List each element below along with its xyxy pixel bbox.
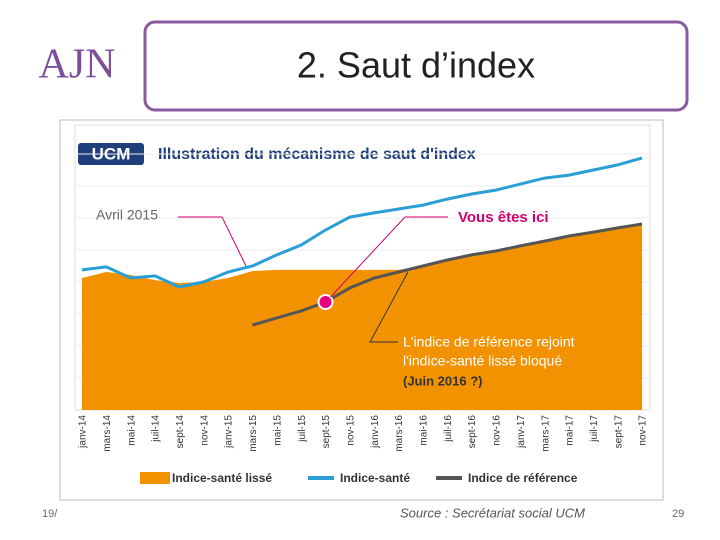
x-tick-label: janv-16	[370, 415, 381, 449]
current-marker	[317, 294, 334, 310]
x-tick-label: juil-17	[589, 415, 600, 443]
x-tick-label: juil-16	[443, 415, 454, 443]
x-tick-label: mars-15	[248, 415, 259, 452]
chart-title: Illustration du mécanisme de saut d'inde…	[158, 146, 476, 163]
x-tick-label: mai-16	[419, 415, 430, 446]
annotation: Avril 2015	[96, 207, 158, 223]
x-tick-label: mai-17	[565, 415, 576, 446]
page-number: 29	[672, 508, 684, 520]
legend-label: Indice-santé lissé	[172, 471, 272, 485]
x-tick-label: janv-14	[78, 415, 89, 449]
x-tick-label: nov-16	[492, 415, 503, 446]
leader	[369, 271, 409, 343]
x-tick-label: mars-16	[394, 415, 405, 452]
x-tick-label: janv-17	[516, 415, 527, 449]
x-tick-label: sept-15	[321, 415, 332, 449]
x-tick-label: nov-15	[345, 415, 356, 446]
x-tick-label: juil-15	[297, 415, 308, 443]
x-tick-label: sept-16	[467, 415, 478, 449]
x-tick-label: mars-14	[102, 415, 113, 452]
legend-label: Indice de référence	[468, 471, 578, 485]
legend-swatch	[140, 472, 170, 484]
x-tick-label: mai-15	[272, 415, 283, 446]
logo: AJN	[38, 42, 115, 88]
x-tick-label: mars-17	[540, 415, 551, 452]
x-tick-label: sept-17	[613, 415, 624, 449]
x-tick-label: nov-17	[638, 415, 649, 446]
annotation: (Juin 2016 ?)	[403, 373, 482, 388]
leader	[178, 216, 247, 267]
annotation: l'indice-santé lissé bloqué	[403, 353, 562, 369]
leader	[330, 216, 448, 298]
line	[81, 156, 643, 289]
line	[252, 222, 643, 327]
source: Source : Secrétariat social UCM	[400, 505, 585, 520]
annotation: Vous êtes ici	[458, 209, 549, 226]
x-tick-label: mai-14	[126, 415, 137, 446]
slide-title: 2. Saut d’index	[297, 45, 535, 86]
x-tick-label: juil-14	[151, 415, 162, 443]
title-box	[143, 20, 689, 112]
footer: 19/	[42, 508, 58, 520]
x-tick-label: janv-15	[224, 415, 235, 449]
x-tick-label: nov-14	[199, 415, 210, 446]
area	[82, 224, 643, 410]
x-tick-label: sept-14	[175, 415, 186, 449]
legend-label: Indice-santé	[340, 471, 410, 485]
annotation: L'indice de référence rejoint	[403, 334, 575, 350]
